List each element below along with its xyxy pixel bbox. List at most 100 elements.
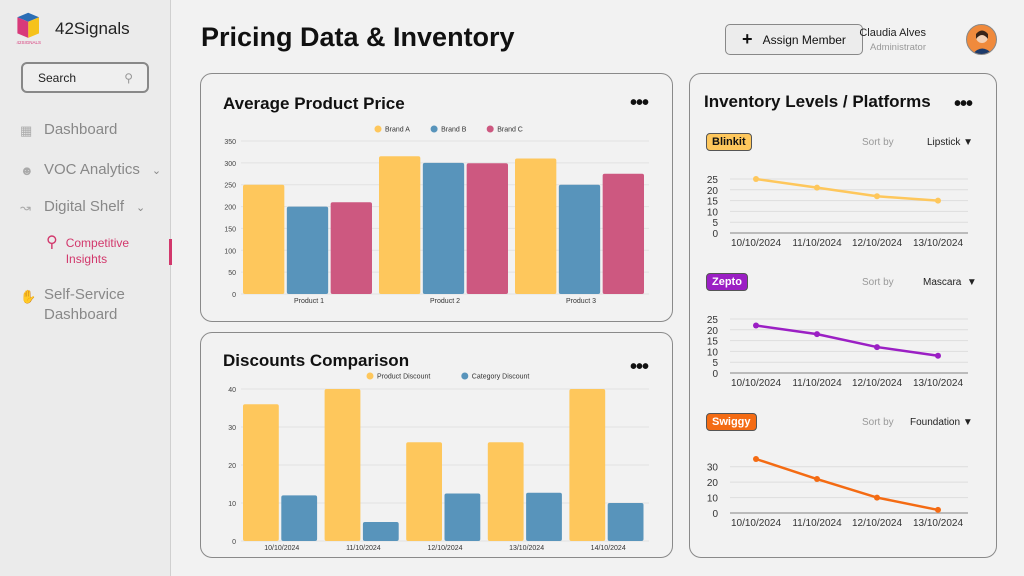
y-tick-label: 350 — [224, 139, 236, 146]
sidebar-item-label: Digital Shelf — [44, 198, 125, 215]
search-input[interactable]: Search ⚲ — [21, 62, 149, 93]
insights-icon: ⚲ — [46, 234, 58, 251]
bar — [569, 389, 606, 541]
sort-by-label: Sort by — [862, 277, 894, 288]
sort-value: Foundation — [910, 417, 961, 428]
sidebar: 42SIGNALS 42Signals Search ⚲ ▦ Dashboard ☻… — [0, 0, 171, 576]
series-line — [755, 177, 939, 202]
platform-badge-swiggy: Swiggy — [706, 413, 757, 431]
bar — [558, 184, 601, 294]
data-point — [935, 506, 941, 513]
caret-down-icon: ▼ — [963, 137, 974, 148]
user-info: Claudia Alves Administrator — [859, 27, 926, 53]
bar — [281, 495, 318, 541]
x-tick-label: 12/10/2024 — [852, 518, 902, 529]
bar — [444, 493, 481, 541]
x-tick-label: Product 3 — [566, 298, 596, 305]
assign-member-button[interactable]: + Assign Member — [725, 24, 863, 55]
x-tick-label: 12/10/2024 — [852, 238, 902, 249]
x-tick-label: 10/10/2024 — [731, 238, 781, 249]
legend-marker — [461, 372, 469, 380]
y-tick-label: 200 — [224, 205, 236, 212]
chevron-down-icon: ⌄ — [151, 165, 162, 177]
bar — [362, 522, 399, 541]
sidebar-item-self-service-dashboard[interactable]: ✋ Self-Service Dashboard — [20, 285, 144, 325]
avatar[interactable] — [966, 24, 997, 55]
sidebar-item-voc-analytics[interactable]: ☻ VOC Analytics ⌄ — [20, 161, 161, 178]
legend-label: Brand A — [385, 127, 410, 134]
y-tick-label: 30 — [707, 463, 719, 474]
x-tick-label: 10/10/2024 — [264, 545, 299, 552]
grid-icon: ▦ — [20, 123, 33, 138]
x-tick-label: 11/10/2024 — [792, 518, 842, 529]
y-tick-label: 20 — [228, 463, 236, 470]
data-point — [935, 197, 941, 204]
bar — [515, 158, 557, 294]
bar — [286, 206, 329, 294]
x-tick-label: 12/10/2024 — [427, 545, 462, 552]
y-tick-label: 0 — [712, 229, 718, 240]
bar — [487, 442, 524, 541]
bar — [422, 162, 465, 294]
y-tick-label: 20 — [707, 326, 719, 337]
x-tick-label: Product 1 — [294, 298, 324, 305]
legend-label: Category Discount — [472, 374, 530, 381]
legend-marker — [366, 372, 374, 380]
y-tick-label: 0 — [712, 509, 718, 520]
sidebar-item-dashboard[interactable]: ▦ Dashboard — [20, 121, 117, 139]
y-tick-label: 50 — [228, 270, 236, 277]
active-indicator — [169, 239, 172, 265]
legend-label: Brand C — [497, 127, 523, 134]
legend-marker — [486, 125, 494, 133]
series-line — [755, 324, 939, 357]
sidebar-item-digital-shelf[interactable]: ↝ Digital Shelf ⌄ — [20, 198, 145, 216]
x-tick-label: 13/10/2024 — [913, 378, 963, 389]
y-tick-label: 5 — [712, 358, 718, 369]
sidebar-item-label: Dashboard — [44, 121, 118, 138]
y-tick-label: 0 — [232, 539, 236, 546]
x-tick-label: Product 2 — [430, 298, 460, 305]
series-line — [755, 457, 939, 512]
sort-dropdown-swiggy[interactable]: Foundation ▼ — [910, 417, 973, 428]
search-icon: ⚲ — [124, 71, 133, 85]
y-tick-label: 300 — [224, 161, 236, 168]
data-point — [935, 352, 941, 359]
bar — [607, 503, 644, 541]
sidebar-item-competitive-insights[interactable]: ⚲ Competitive Insights — [46, 235, 146, 267]
discounts-title: Discounts Comparison — [223, 351, 410, 370]
x-tick-label: 13/10/2024 — [509, 545, 544, 552]
bar — [466, 163, 508, 294]
sort-value: Lipstick — [927, 137, 961, 148]
user-role: Administrator — [870, 42, 926, 53]
x-tick-label: 13/10/2024 — [913, 518, 963, 529]
data-point — [753, 176, 759, 182]
caret-down-icon: ▼ — [966, 277, 977, 288]
y-tick-label: 0 — [712, 369, 718, 380]
y-tick-label: 0 — [232, 292, 236, 299]
data-point — [874, 193, 880, 200]
app-name: 42Signals — [55, 19, 130, 38]
logo-icon: 42SIGNALS — [17, 12, 41, 45]
search-placeholder: Search — [38, 71, 77, 85]
avg-price-title: Average Product Price — [223, 94, 405, 113]
x-tick-label: 11/10/2024 — [792, 238, 842, 249]
platform-badge-zepto: Zepto — [706, 273, 748, 291]
hand-icon: ✋ — [20, 289, 37, 304]
sort-dropdown-blinkit[interactable]: Lipstick ▼ — [927, 137, 973, 148]
platform-badge-blinkit: Blinkit — [706, 133, 752, 151]
legend-marker — [374, 125, 382, 133]
sort-dropdown-zepto[interactable]: Mascara ▼ — [923, 277, 977, 288]
y-tick-label: 10 — [707, 347, 719, 358]
sort-value: Mascara — [923, 277, 962, 288]
page-title: Pricing Data & Inventory — [201, 22, 515, 52]
x-tick-label: 12/10/2024 — [852, 378, 902, 389]
y-tick-label: 30 — [228, 425, 236, 432]
y-tick-label: 40 — [228, 387, 236, 394]
bar — [330, 202, 372, 294]
y-tick-label: 15 — [707, 337, 719, 348]
y-tick-label: 250 — [224, 183, 236, 190]
legend-label: Product Discount — [377, 374, 430, 381]
y-tick-label: 5 — [712, 218, 718, 229]
data-point — [753, 456, 759, 462]
